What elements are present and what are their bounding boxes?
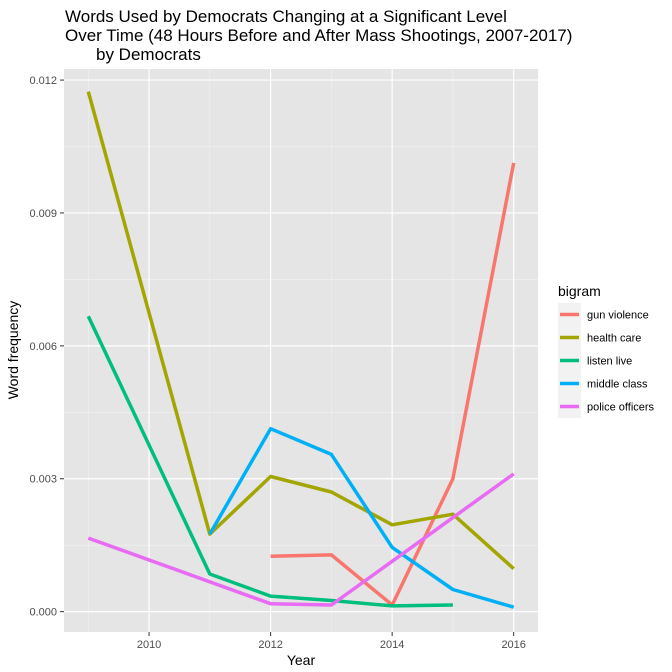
series-lines xyxy=(86,91,516,609)
x-axis-title: Year xyxy=(287,652,316,668)
series-line-police-officers xyxy=(87,472,515,607)
x-tick-label: 2010 xyxy=(137,639,161,651)
legend-label: middle class xyxy=(587,379,648,391)
chart-title-line-3: by Democrats xyxy=(96,45,201,64)
legend-item-health-care: health care xyxy=(558,326,641,349)
y-tick-label: 0.006 xyxy=(29,341,57,353)
y-tick-label: 0.009 xyxy=(29,208,57,220)
y-tick-label: 0.012 xyxy=(29,75,57,87)
y-tick-label: 0.003 xyxy=(29,474,57,486)
legend-label: gun violence xyxy=(587,310,649,322)
y-axis-title: Word frequency xyxy=(5,301,21,400)
legend-item-listen-live: listen live xyxy=(558,349,632,372)
x-axis: 2010 2012 2014 2016 xyxy=(137,632,526,651)
legend-label: health care xyxy=(587,333,641,345)
legend-items: gun violence health care listen live middle… xyxy=(558,303,655,418)
legend-item-gun-violence: gun violence xyxy=(558,303,649,326)
legend-title: bigram xyxy=(558,283,601,299)
plot-panel xyxy=(64,69,538,632)
legend-item-police-officers: police officers xyxy=(558,395,655,418)
legend-item-middle-class: middle class xyxy=(558,372,648,395)
chart-title: Words Used by Democrats Changing at a Si… xyxy=(65,7,572,64)
minor-gridlines xyxy=(64,69,538,632)
y-axis: 0.000 0.003 0.006 0.009 0.012 xyxy=(29,75,64,619)
x-tick-label: 2014 xyxy=(380,639,404,651)
legend-label: police officers xyxy=(587,402,655,414)
x-tick-label: 2012 xyxy=(258,639,282,651)
major-gridlines xyxy=(64,69,538,632)
chart-title-line-2: Over Time (48 Hours Before and After Mas… xyxy=(65,26,572,45)
legend-label: listen live xyxy=(587,356,632,368)
series-line-listen-live xyxy=(86,315,453,608)
legend: bigram gun violence health care listen liv… xyxy=(558,283,655,418)
series-line-middle-class xyxy=(208,426,515,609)
x-tick-label: 2016 xyxy=(501,639,525,651)
chart-title-line-1: Words Used by Democrats Changing at a Si… xyxy=(65,7,507,26)
y-tick-label: 0.000 xyxy=(29,607,57,619)
